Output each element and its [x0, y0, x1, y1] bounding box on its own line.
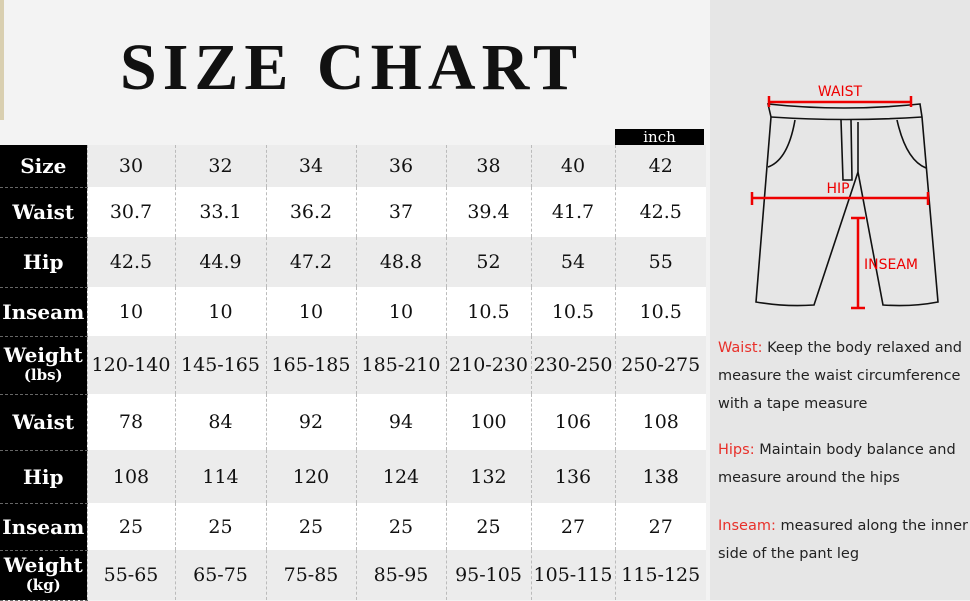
table-cell: 48.8: [355, 237, 446, 287]
table-cell: 10.5: [614, 287, 706, 336]
measurement-panel: WAIST HIP INSEAM Waist: Keep the body re…: [710, 0, 970, 600]
table-cell: 92: [265, 394, 356, 450]
table-row: Hip 42.5 44.9 47.2 48.8 52 54 55: [0, 237, 706, 288]
table-cell: 94: [355, 394, 446, 450]
row-label: Size: [0, 145, 87, 188]
table-cell: 85-95: [355, 550, 446, 600]
table-cell: 10: [265, 287, 356, 336]
row-label: Inseam: [0, 503, 87, 551]
table-cell: 32: [174, 145, 266, 187]
table-cell: 10: [174, 287, 266, 336]
table-cell: 100: [445, 394, 531, 450]
hip-label: HIP: [826, 181, 849, 197]
table-cell: 30: [86, 145, 175, 187]
note-hips: Hips: Maintain body balance and measure …: [718, 442, 956, 486]
table-cell: 25: [265, 503, 356, 550]
table-cell: 47.2: [265, 237, 356, 287]
table-cell: 42.5: [86, 237, 175, 287]
table-cell: 36: [355, 145, 446, 187]
waist-label: WAIST: [818, 84, 863, 100]
table-cell: 41.7: [530, 187, 615, 237]
row-label: Inseam: [0, 287, 87, 337]
unit-tag-inch: inch: [615, 129, 704, 145]
table-cell: 10.5: [530, 287, 615, 336]
table-cell: 55-65: [86, 550, 175, 600]
row-label: Waist: [0, 187, 87, 238]
table-cell: 27: [530, 503, 615, 550]
shorts-diagram: WAIST HIP INSEAM: [750, 84, 939, 310]
table-cell: 42.5: [614, 187, 706, 237]
table-cell: 106: [530, 394, 615, 450]
table-cell: 10: [355, 287, 446, 336]
table-cell: 54: [530, 237, 615, 287]
table-cell: 33.1: [174, 187, 266, 237]
table-row: Size 30 32 34 36 38 40 42: [0, 145, 706, 188]
table-cell: 136: [530, 450, 615, 503]
table-cell: 95-105: [445, 550, 531, 600]
row-label: Weight (lbs): [0, 336, 87, 395]
table-cell: 230-250: [530, 336, 615, 394]
table-cell: 38: [445, 145, 531, 187]
table-cell: 65-75: [174, 550, 266, 600]
table-cell: 25: [86, 503, 175, 550]
table-cell: 10.5: [445, 287, 531, 336]
table-cell: 108: [614, 394, 706, 450]
table-row: Waist 30.7 33.1 36.2 37 39.4 41.7 42.5: [0, 187, 706, 238]
table-cell: 165-185: [265, 336, 356, 394]
table-cell: 40: [530, 145, 615, 187]
note-waist: Waist: Keep the body relaxed and measure…: [718, 340, 963, 412]
table-cell: 120: [265, 450, 356, 503]
shorts-outline-icon: [755, 103, 939, 307]
table-cell: 75-85: [265, 550, 356, 600]
table-cell: 124: [355, 450, 446, 503]
table-cell: 52: [445, 237, 531, 287]
table-cell: 55: [614, 237, 706, 287]
table-cell: 36.2: [265, 187, 356, 237]
table-cell: 30.7: [86, 187, 175, 237]
table-cell: 108: [86, 450, 175, 503]
table-cell: 34: [265, 145, 356, 187]
note-inseam: Inseam: measured along the inner side of…: [718, 518, 968, 562]
table-cell: 145-165: [174, 336, 266, 394]
table-cell: 185-210: [355, 336, 446, 394]
table-row: Inseam 10 10 10 10 10.5 10.5 10.5: [0, 287, 706, 337]
row-label: Weight (kg): [0, 550, 87, 601]
table-cell: 120-140: [86, 336, 175, 394]
table-cell: 138: [614, 450, 706, 503]
row-label: Waist: [0, 394, 87, 451]
inseam-label: INSEAM: [864, 257, 918, 273]
table-row: Weight (kg) 55-65 65-75 75-85 85-95 95-105 105-…: [0, 550, 706, 601]
table-cell: 132: [445, 450, 531, 503]
table-cell: 250-275: [614, 336, 706, 394]
table-cell: 37: [355, 187, 446, 237]
table-row: Waist 78 84 92 94 100 106 108: [0, 394, 706, 451]
table-cell: 114: [174, 450, 266, 503]
size-table: Size 30 32 34 36 38 40 42 Waist 30.7 33.1 36.2 37 39.…: [0, 145, 706, 601]
table-cell: 10: [86, 287, 175, 336]
table-cell: 27: [614, 503, 706, 550]
table-cell: 42: [614, 145, 706, 187]
decorative-strip: [0, 0, 4, 120]
table-cell: 44.9: [174, 237, 266, 287]
table-cell: 25: [355, 503, 446, 550]
table-row: Inseam 25 25 25 25 25 27 27: [0, 503, 706, 551]
table-cell: 115-125: [614, 550, 706, 600]
table-cell: 84: [174, 394, 266, 450]
table-row: Weight (lbs) 120-140 145-165 165-185 185-210 2…: [0, 336, 706, 395]
table-cell: 25: [174, 503, 266, 550]
table-cell: 210-230: [445, 336, 531, 394]
page-title: SIZE CHART: [120, 31, 583, 104]
table-cell: 105-115: [530, 550, 615, 600]
table-cell: 25: [445, 503, 531, 550]
table-row: Hip 108 114 120 124 132 136 138: [0, 450, 706, 504]
table-cell: 78: [86, 394, 175, 450]
table-cell: 39.4: [445, 187, 531, 237]
row-label: Hip: [0, 450, 87, 504]
row-label: Hip: [0, 237, 87, 288]
